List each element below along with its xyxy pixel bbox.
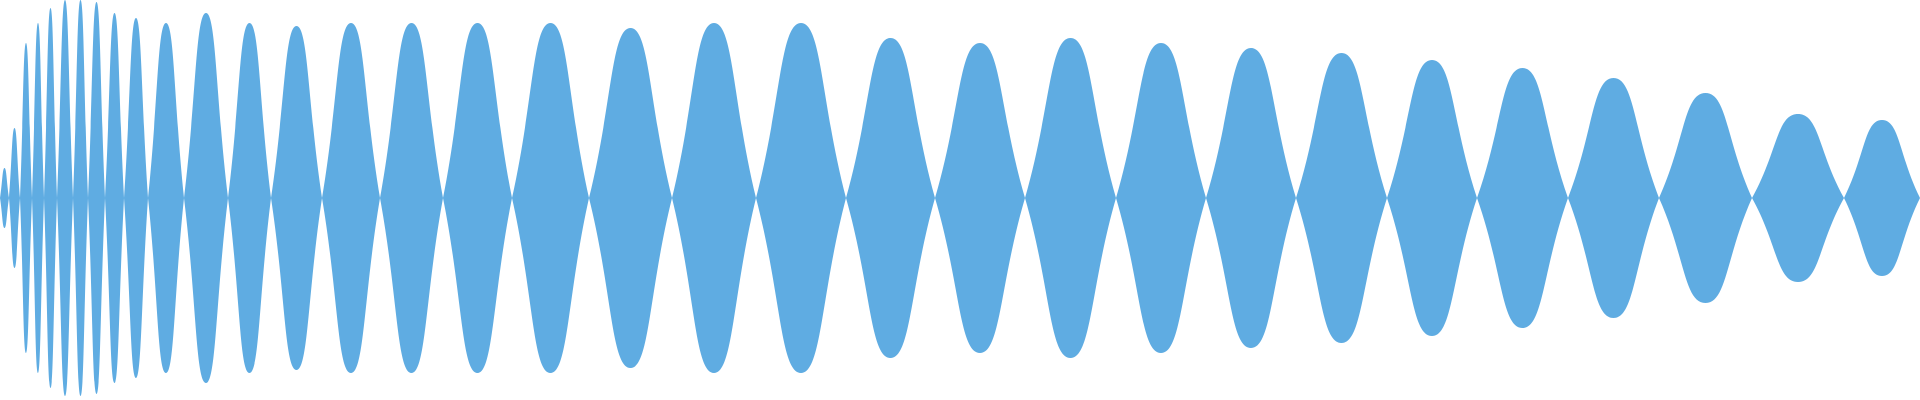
- waveform-lobe: [1477, 68, 1568, 328]
- waveform-lobe: [1387, 60, 1477, 336]
- waveform-lobe: [57, 0, 73, 396]
- waveform-lobe: [88, 2, 105, 394]
- waveform-lobe: [443, 23, 512, 373]
- waveform-lobe: [32, 23, 44, 373]
- waveform-lobe: [124, 18, 148, 378]
- waveform-lobe: [271, 26, 322, 370]
- waveform-lobe: [380, 23, 443, 373]
- waveform-lobe: [73, 0, 88, 396]
- waveform-lobe: [1659, 93, 1752, 303]
- waveform-lobe: [512, 23, 589, 373]
- waveform-lobe: [1752, 114, 1844, 282]
- waveform-lobe: [322, 23, 380, 373]
- waveform-lobe: [756, 23, 846, 373]
- waveform-lobe: [1296, 53, 1387, 343]
- waveform-lobe: [672, 23, 756, 373]
- waveform-lobe: [228, 23, 271, 373]
- waveform-lobe: [44, 8, 57, 388]
- waveform-lobe: [9, 128, 20, 268]
- waveform-lobe: [1568, 78, 1659, 318]
- waveform-lobe: [1116, 43, 1206, 353]
- waveform-lobe: [589, 28, 672, 368]
- waveform-lobe: [1025, 38, 1116, 358]
- waveform-lobe: [184, 13, 228, 383]
- waveform-lobe: [105, 13, 124, 383]
- waveform-lobe: [846, 38, 935, 358]
- waveform-lobe: [0, 168, 9, 228]
- waveform-lobe: [1844, 120, 1920, 276]
- waveform-lobe: [935, 43, 1025, 353]
- waveform-lobe: [148, 23, 184, 373]
- waveform-lobe: [20, 43, 32, 353]
- waveform-lobe: [1206, 48, 1296, 348]
